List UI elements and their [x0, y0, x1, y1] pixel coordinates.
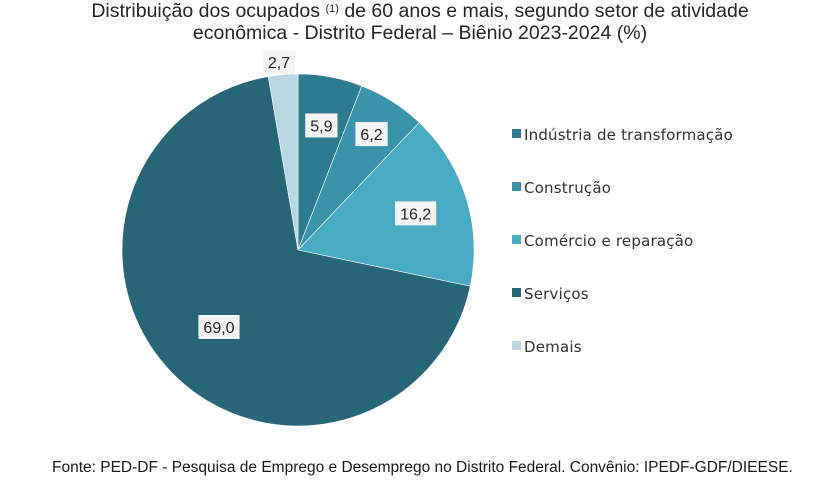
legend-swatch	[512, 235, 521, 244]
data-label-demais: 2,7	[268, 55, 290, 72]
legend-item-demais: Demais	[512, 338, 582, 356]
data-label-industria: 5,9	[310, 118, 332, 135]
data-label-box-servicos	[198, 315, 240, 339]
chart-title: Distribuição dos ocupados (1) de 60 anos…	[0, 0, 840, 44]
data-label-construcao: 6,2	[360, 127, 382, 144]
legend-item-comercio: Comércio e reparação	[512, 232, 693, 250]
legend-item-construcao: Construção	[512, 179, 611, 197]
pie-slices	[121, 73, 475, 427]
pie-slice-comercio	[297, 122, 475, 287]
legend-swatch	[512, 288, 521, 297]
data-label-box-comercio	[395, 201, 437, 226]
data-label-box-demais	[262, 50, 296, 74]
legend-swatch	[512, 341, 521, 350]
footnote-mark: (1)	[325, 3, 339, 15]
pie-slice-demais	[267, 73, 299, 251]
pie-data-labels: 5,9 6,2 16,2 69,0 2,7	[198, 50, 437, 339]
data-label-box-industria	[305, 113, 338, 138]
legend-item-servicos: Serviços	[512, 285, 589, 303]
title-line-2: econômica - Distrito Federal – Biênio 20…	[192, 22, 648, 44]
legend-item-industria: Indústria de transformação	[512, 126, 733, 144]
source-note: Fonte: PED-DF - Pesquisa de Emprego e De…	[52, 459, 793, 476]
legend-swatch	[512, 129, 521, 138]
data-label-servicos: 69,0	[203, 320, 234, 337]
data-label-box-construcao	[355, 122, 388, 147]
title-line-1: Distribuição dos ocupados (1) de 60 anos…	[91, 0, 749, 22]
legend-swatch	[512, 182, 521, 191]
data-label-comercio: 16,2	[400, 206, 431, 223]
